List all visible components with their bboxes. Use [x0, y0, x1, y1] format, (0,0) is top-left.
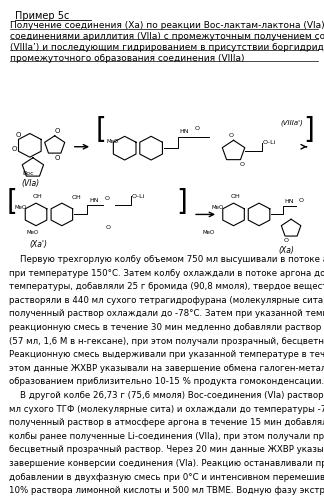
Text: Реакционную смесь выдерживали при указанной температуре в течение 1 ч, при: Реакционную смесь выдерживали при указан…	[9, 350, 324, 359]
Text: соединениями ариллития (VIIa) с промежуточным получением соединения: соединениями ариллития (VIIa) с промежут…	[10, 32, 324, 42]
Text: полученный раствор в атмосфере аргона в течение 15 мин добавляли из первой: полученный раствор в атмосфере аргона в …	[9, 418, 324, 427]
Text: Пример 5с: Пример 5с	[15, 11, 69, 21]
Text: 10% раствора лимонной кислоты и 500 мл TBME. Водную фазу экстрагировали: 10% раствора лимонной кислоты и 500 мл T…	[9, 486, 324, 495]
Text: Получение соединения (Xa) по реакции Boc-лактам-лактона (VIa) с: Получение соединения (Xa) по реакции Boc…	[10, 22, 324, 30]
Text: OH: OH	[230, 194, 240, 198]
Text: температуры, добавляли 25 г бромида (90,8 ммоля), твердое вещество: температуры, добавляли 25 г бромида (90,…	[9, 282, 324, 291]
Text: В другой колбе 26,73 г (75,6 ммоля) Boc-соединения (VIa) растворяли в 440: В другой колбе 26,73 г (75,6 ммоля) Boc-…	[9, 391, 324, 400]
Text: O–Li: O–Li	[132, 194, 145, 198]
Text: O: O	[195, 126, 200, 131]
Text: OH: OH	[72, 195, 82, 200]
Text: OH: OH	[33, 194, 43, 198]
Text: ]: ]	[304, 116, 314, 143]
Text: MeO: MeO	[106, 138, 118, 143]
Text: промежуточного образования соединения (VIIIa): промежуточного образования соединения (V…	[10, 54, 244, 62]
Text: [: [	[95, 116, 106, 143]
Text: O: O	[104, 196, 110, 202]
Text: Boc: Boc	[22, 171, 34, 176]
Text: Первую трехгорлую колбу объемом 750 мл высушивали в потоке аргона: Первую трехгорлую колбу объемом 750 мл в…	[9, 255, 324, 264]
Text: (57 мл, 1,6 М в н-гексане), при этом получали прозрачный, бесцветный раствор.: (57 мл, 1,6 М в н-гексане), при этом пол…	[9, 336, 324, 345]
Text: (Xa): (Xa)	[279, 246, 295, 254]
Text: HN: HN	[285, 199, 295, 204]
Text: мл сухого ТГФ (молекулярные сита) и охлаждали до температуры -70°C. В: мл сухого ТГФ (молекулярные сита) и охла…	[9, 404, 324, 413]
Text: HN: HN	[89, 198, 98, 202]
Text: MeO: MeO	[212, 205, 224, 210]
Text: (VIIIa'): (VIIIa')	[280, 119, 303, 126]
Text: O: O	[106, 224, 111, 230]
Text: O: O	[12, 146, 17, 152]
Text: этом данные ЖХВР указывали на завершение обмена галоген-металл с: этом данные ЖХВР указывали на завершение…	[9, 364, 324, 373]
Text: HN: HN	[179, 128, 189, 134]
Text: MeO: MeO	[202, 230, 215, 235]
Text: O: O	[240, 162, 245, 168]
Text: образованием приблизительно 10-15 % продукта гомоконденсации.: образованием приблизительно 10-15 % прод…	[9, 378, 324, 386]
Text: MeO: MeO	[27, 230, 39, 235]
Text: растворяли в 440 мл сухого тетрагидрофурана (молекулярные сита) и: растворяли в 440 мл сухого тетрагидрофур…	[9, 296, 324, 305]
Text: бесцветный прозрачный раствор. Через 20 мин данные ЖХВР указывали на: бесцветный прозрачный раствор. Через 20 …	[9, 446, 324, 454]
Text: O–Li: O–Li	[262, 140, 275, 145]
Text: O: O	[229, 133, 234, 138]
Text: (VIa): (VIa)	[21, 179, 40, 188]
Text: ]: ]	[176, 188, 187, 216]
Text: колбы ранее полученные Li-соединения (VIIa), при этом получали практически: колбы ранее полученные Li-соединения (VI…	[9, 432, 324, 441]
Text: [: [	[6, 188, 17, 216]
Text: (Xa'): (Xa')	[30, 240, 48, 250]
Text: завершение конверсии соединения (VIa). Реакцию останавливали при: завершение конверсии соединения (VIa). Р…	[9, 459, 324, 468]
Text: при температуре 150°C. Затем колбу охлаждали в потоке аргона до комнатной: при температуре 150°C. Затем колбу охлаж…	[9, 268, 324, 278]
Text: O: O	[15, 132, 20, 138]
Text: реакционную смесь в течение 30 мин медленно добавляли раствор н-бутиллития: реакционную смесь в течение 30 мин медле…	[9, 323, 324, 332]
Text: (VIIIa’) и последующим гидрированием в присутствии боргидрида натрия без: (VIIIa’) и последующим гидрированием в п…	[10, 43, 324, 52]
Text: MeO: MeO	[14, 205, 27, 210]
Text: полученный раствор охлаждали до -78°C. Затем при указанной температуре в: полученный раствор охлаждали до -78°C. З…	[9, 310, 324, 318]
Text: O: O	[299, 198, 304, 202]
Text: O: O	[55, 128, 60, 134]
Text: O: O	[55, 155, 60, 161]
Text: добавлении в двухфазную смесь при 0°C и интенсивном перемешивании 600 мл: добавлении в двухфазную смесь при 0°C и …	[9, 472, 324, 482]
Text: O: O	[283, 238, 288, 243]
